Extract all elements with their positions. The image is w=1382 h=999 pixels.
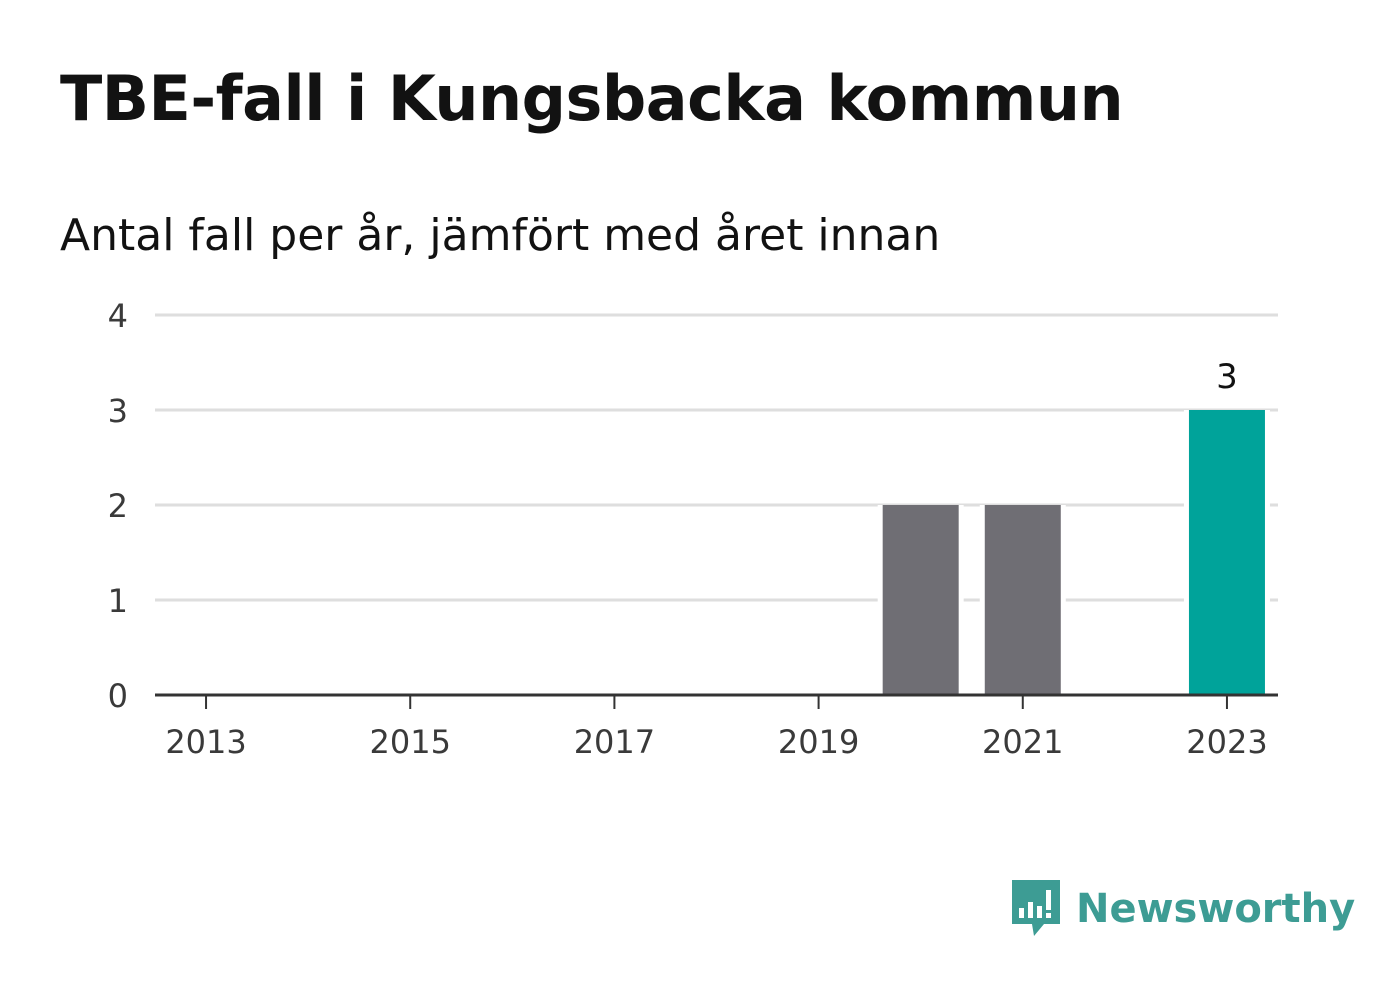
x-tick-label-2021: 2021 <box>982 723 1063 761</box>
y-tick-label-3: 3 <box>108 392 128 430</box>
axes <box>155 693 1278 709</box>
x-tick-label-2015: 2015 <box>370 723 451 761</box>
bars <box>877 410 1270 695</box>
y-tick-label-2: 2 <box>108 487 128 525</box>
chart-title: TBE-fall i Kungsbacka kommun <box>60 62 1124 135</box>
y-tick-label-4: 4 <box>108 297 128 335</box>
x-tick-label-2019: 2019 <box>778 723 859 761</box>
brand-name: Newsworthy <box>1076 886 1356 932</box>
x-tick-label-2023: 2023 <box>1186 723 1267 761</box>
labels: 0 1 2 3 4 2013 2015 2017 2019 2021 2023 3 <box>108 297 1268 761</box>
x-tick-label-2017: 2017 <box>574 723 655 761</box>
newsworthy-logo-icon <box>1012 880 1060 936</box>
bar-2021 <box>984 505 1061 695</box>
bar-2023 <box>1188 410 1265 695</box>
bar-2020 <box>882 505 959 695</box>
data-label-2023: 3 <box>1216 357 1238 397</box>
chart-subtitle: Antal fall per år, jämfört med året inna… <box>60 210 941 261</box>
newsworthy-logo: Newsworthy <box>1010 878 1355 940</box>
y-tick-label-1: 1 <box>108 582 128 620</box>
y-tick-label-0: 0 <box>108 677 128 715</box>
grid-lines <box>155 313 1278 602</box>
x-tick-label-2013: 2013 <box>165 723 246 761</box>
